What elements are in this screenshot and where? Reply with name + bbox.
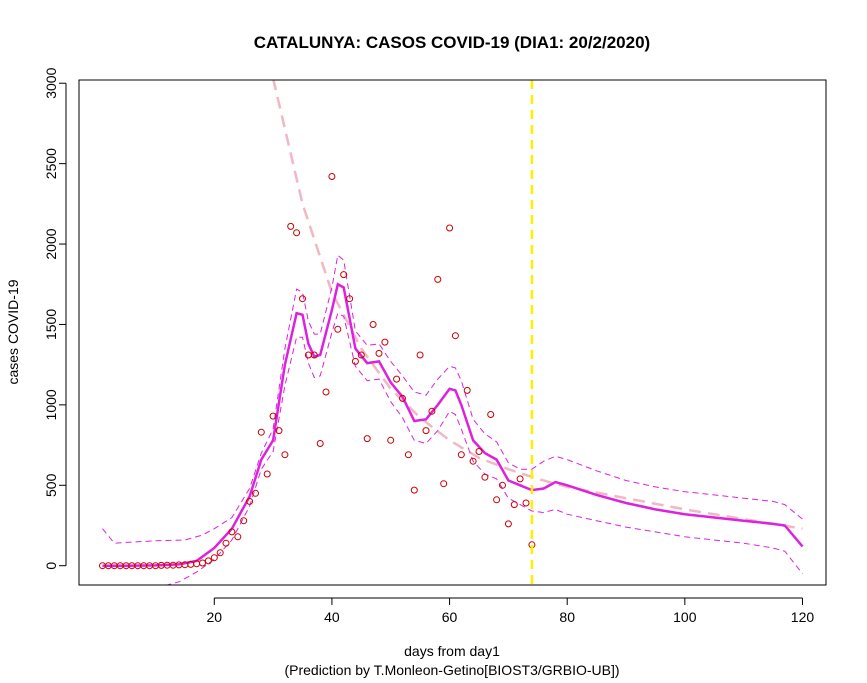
y-tick-label: 0 bbox=[43, 562, 59, 570]
data-point bbox=[487, 411, 495, 418]
data-point bbox=[334, 325, 342, 333]
data-point bbox=[299, 295, 306, 303]
decay-trend-line bbox=[272, 80, 803, 530]
y-tick-label: 500 bbox=[43, 473, 59, 497]
data-point bbox=[228, 528, 236, 536]
data-point bbox=[510, 501, 518, 509]
data-point bbox=[263, 470, 271, 478]
data-point bbox=[222, 539, 230, 547]
y-tick-label: 2000 bbox=[43, 228, 59, 259]
x-tick-label: 80 bbox=[559, 609, 575, 625]
data-point bbox=[410, 486, 418, 494]
x-tick-label: 100 bbox=[673, 609, 697, 625]
data-point bbox=[416, 351, 424, 359]
data-point bbox=[199, 559, 206, 567]
data-point bbox=[351, 357, 359, 365]
data-point bbox=[463, 386, 471, 394]
data-point bbox=[340, 271, 348, 279]
y-tick-label: 1500 bbox=[43, 309, 59, 340]
data-point bbox=[210, 554, 218, 562]
data-point bbox=[287, 222, 295, 230]
x-axis-label: days from day1 bbox=[404, 643, 500, 659]
data-point bbox=[422, 427, 430, 435]
data-point bbox=[375, 349, 383, 357]
lower-band-line bbox=[165, 312, 803, 585]
data-point bbox=[504, 520, 512, 528]
data-point bbox=[293, 229, 301, 237]
x-tick-label: 40 bbox=[324, 609, 340, 625]
data-point bbox=[216, 549, 224, 557]
fitted-line bbox=[102, 282, 804, 567]
data-point bbox=[493, 496, 501, 504]
data-point bbox=[316, 440, 324, 447]
data-point bbox=[322, 388, 330, 396]
data-point bbox=[393, 375, 401, 383]
y-axis-label: cases COVID-19 bbox=[5, 279, 21, 384]
data-point bbox=[440, 480, 448, 488]
x-tick-label: 120 bbox=[791, 609, 815, 625]
upper-band-line bbox=[102, 254, 803, 544]
data-point bbox=[234, 533, 242, 541]
data-point bbox=[516, 475, 524, 483]
data-point bbox=[328, 173, 336, 180]
data-point bbox=[499, 481, 506, 489]
chart-title: CATALUNYA: CASOS COVID-19 (DIA1: 20/2/20… bbox=[254, 33, 650, 52]
data-point bbox=[252, 489, 259, 497]
plot-frame bbox=[78, 79, 827, 586]
data-point bbox=[457, 451, 465, 459]
data-point bbox=[281, 451, 289, 459]
data-point bbox=[475, 448, 483, 455]
data-point bbox=[363, 435, 371, 443]
data-point bbox=[246, 497, 254, 505]
chart-subtitle: (Prediction by T.Monleon-Getino[BIOST3/G… bbox=[284, 662, 619, 678]
clipped-series bbox=[99, 80, 804, 585]
data-point bbox=[481, 473, 489, 481]
x-tick-label: 60 bbox=[442, 609, 458, 625]
data-point bbox=[381, 338, 389, 346]
data-point bbox=[357, 351, 365, 359]
y-tick-label: 1000 bbox=[43, 389, 59, 420]
data-point bbox=[428, 407, 436, 415]
data-point bbox=[310, 351, 318, 359]
data-point bbox=[369, 321, 377, 328]
data-point bbox=[446, 224, 454, 232]
data-point bbox=[257, 428, 265, 436]
data-point bbox=[404, 451, 412, 459]
data-point bbox=[240, 517, 248, 525]
y-tick-label: 3000 bbox=[43, 67, 59, 98]
axes: 20 40 60 80 100 120 0 500 1000 1500 2000 2500 3000 bbox=[43, 67, 814, 625]
data-point bbox=[387, 436, 395, 444]
x-tick-label: 20 bbox=[206, 609, 222, 625]
data-point bbox=[346, 295, 354, 303]
y-tick-label: 2500 bbox=[43, 148, 59, 179]
data-point bbox=[451, 332, 459, 340]
data-point bbox=[399, 394, 406, 402]
data-point bbox=[269, 412, 277, 420]
data-point bbox=[275, 427, 283, 435]
data-point bbox=[204, 557, 212, 565]
data-point bbox=[522, 499, 530, 507]
data-layer bbox=[99, 80, 804, 585]
data-point bbox=[469, 457, 477, 465]
data-point bbox=[434, 275, 442, 283]
